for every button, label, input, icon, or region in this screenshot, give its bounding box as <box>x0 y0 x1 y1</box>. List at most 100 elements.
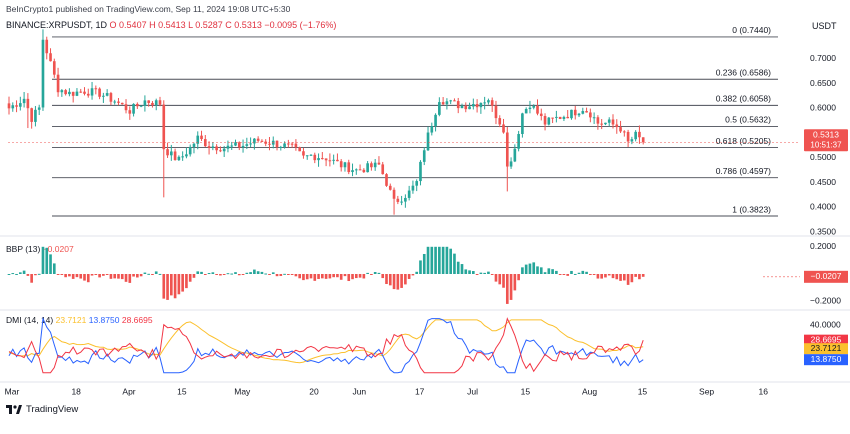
candle[interactable] <box>90 88 94 96</box>
candle[interactable] <box>539 113 543 117</box>
candle[interactable] <box>392 189 396 199</box>
candle[interactable] <box>445 101 449 105</box>
candle[interactable] <box>468 106 471 110</box>
candle[interactable] <box>290 143 294 145</box>
candle[interactable] <box>377 162 381 165</box>
candle[interactable] <box>305 155 309 157</box>
candle[interactable] <box>177 156 181 161</box>
candle[interactable] <box>19 103 22 107</box>
candle[interactable] <box>37 107 41 110</box>
candle[interactable] <box>94 88 98 90</box>
candle[interactable] <box>543 116 547 125</box>
candle[interactable] <box>98 88 101 97</box>
candle[interactable] <box>521 113 524 135</box>
candle[interactable] <box>294 143 298 148</box>
candle[interactable] <box>396 198 400 202</box>
candle[interactable] <box>230 145 234 147</box>
candle[interactable] <box>302 151 305 156</box>
candle[interactable] <box>332 159 335 161</box>
candle[interactable] <box>573 109 577 116</box>
candle[interactable] <box>147 100 150 103</box>
candle[interactable] <box>547 117 551 125</box>
candle[interactable] <box>11 105 15 109</box>
candle[interactable] <box>158 100 162 105</box>
candle[interactable] <box>426 132 430 151</box>
candle[interactable] <box>271 140 275 145</box>
candle[interactable] <box>166 149 169 156</box>
candle[interactable] <box>566 116 570 119</box>
candle[interactable] <box>128 110 132 114</box>
candle[interactable] <box>34 109 37 122</box>
candle[interactable] <box>487 100 490 103</box>
candle[interactable] <box>585 111 588 113</box>
candle[interactable] <box>638 131 641 138</box>
candle[interactable] <box>260 140 264 142</box>
candle[interactable] <box>249 143 252 145</box>
candle[interactable] <box>404 197 407 202</box>
candle[interactable] <box>381 164 385 175</box>
candle[interactable] <box>313 154 317 161</box>
candle[interactable] <box>52 61 56 75</box>
candle[interactable] <box>283 143 286 147</box>
candle[interactable] <box>120 102 124 105</box>
candle[interactable] <box>336 159 339 162</box>
candle[interactable] <box>49 53 52 62</box>
candle[interactable] <box>219 150 222 152</box>
candle[interactable] <box>453 100 456 102</box>
candle[interactable] <box>362 169 366 173</box>
candle[interactable] <box>86 93 90 96</box>
candle[interactable] <box>253 138 256 144</box>
candle[interactable] <box>641 137 645 143</box>
candle[interactable] <box>460 105 464 109</box>
candle[interactable] <box>83 91 86 94</box>
candle[interactable] <box>577 113 581 116</box>
candle[interactable] <box>317 158 320 161</box>
candle[interactable] <box>626 131 630 142</box>
candle[interactable] <box>422 150 426 162</box>
candle[interactable] <box>324 158 328 161</box>
candle[interactable] <box>551 117 554 119</box>
candle[interactable] <box>494 105 498 119</box>
candle[interactable] <box>464 105 468 110</box>
candle[interactable] <box>517 134 520 149</box>
candle[interactable] <box>237 142 241 148</box>
candle[interactable] <box>600 123 603 125</box>
candle[interactable] <box>139 105 143 107</box>
candle[interactable] <box>41 39 45 108</box>
candle[interactable] <box>555 116 558 118</box>
candle[interactable] <box>279 146 283 148</box>
candle[interactable] <box>483 102 486 104</box>
candle[interactable] <box>328 160 332 162</box>
candle[interactable] <box>505 132 509 167</box>
candle[interactable] <box>490 100 494 106</box>
candle[interactable] <box>502 124 505 133</box>
candle[interactable] <box>373 162 377 168</box>
candle[interactable] <box>475 104 479 108</box>
candle[interactable] <box>45 39 49 54</box>
candle[interactable] <box>411 185 415 191</box>
candle[interactable] <box>162 104 166 150</box>
candle[interactable] <box>528 107 532 110</box>
candle[interactable] <box>181 156 184 158</box>
candle[interactable] <box>211 146 215 148</box>
candle[interactable] <box>351 170 354 173</box>
candle[interactable] <box>102 95 105 97</box>
candle[interactable] <box>611 119 615 125</box>
candle[interactable] <box>532 105 536 108</box>
candle[interactable] <box>185 154 188 157</box>
candle[interactable] <box>143 100 147 106</box>
candle[interactable] <box>562 116 566 119</box>
candle[interactable] <box>456 101 460 109</box>
candle[interactable] <box>438 102 441 115</box>
candle[interactable] <box>264 141 268 144</box>
candle[interactable] <box>192 143 196 147</box>
candle[interactable] <box>200 135 203 140</box>
candle[interactable] <box>581 111 585 114</box>
candle[interactable] <box>343 162 347 168</box>
candle[interactable] <box>64 90 67 95</box>
candle[interactable] <box>498 118 502 125</box>
candle[interactable] <box>479 102 483 108</box>
candle[interactable] <box>56 74 60 93</box>
candle[interactable] <box>298 147 301 152</box>
